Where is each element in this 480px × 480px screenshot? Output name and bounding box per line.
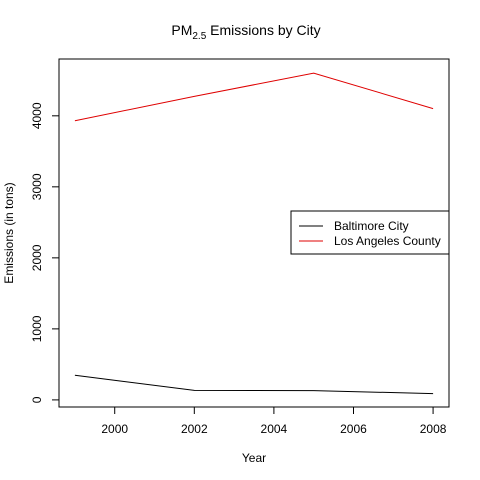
y-tick-label: 0	[30, 396, 44, 403]
y-tick-label: 4000	[30, 102, 44, 129]
x-tick-label: 2000	[101, 422, 128, 436]
y-axis: 0 1000 2000 3000 4000	[30, 102, 59, 403]
y-tick-label: 1000	[30, 315, 44, 342]
x-axis: 2000 2002 2004 2006 2008	[101, 407, 447, 436]
y-axis-title: Emissions (in tons)	[2, 182, 16, 283]
x-tick-label: 2008	[420, 422, 447, 436]
legend-label-baltimore-city: Baltimore City	[334, 219, 409, 233]
chart-title-suffix: Emissions by City	[206, 22, 320, 38]
y-tick-label: 3000	[30, 173, 44, 200]
x-axis-title: Year	[242, 451, 266, 465]
chart-title-subscript: 2.5	[192, 31, 206, 42]
x-tick-label: 2002	[181, 422, 208, 436]
y-tick-label: 2000	[30, 244, 44, 271]
series-line-2	[74, 72, 434, 122]
x-tick-label: 2006	[340, 422, 367, 436]
series-layer	[74, 72, 434, 395]
x-tick-label: 2004	[261, 422, 288, 436]
series-line-1	[74, 374, 434, 395]
legend-box	[290, 210, 450, 255]
chart-title-prefix: PM	[171, 22, 192, 38]
chart-title: PM2.5 Emissions by City	[171, 22, 320, 42]
legend-label-los-angeles-county: Los Angeles County	[334, 234, 441, 248]
legend: Baltimore City Los Angeles County	[290, 210, 450, 255]
